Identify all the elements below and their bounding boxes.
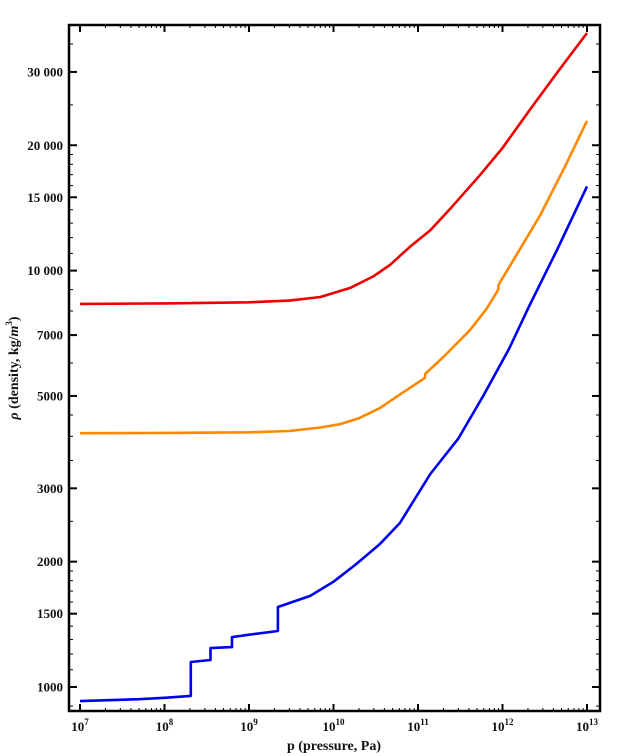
- y-tick-label: 20 000: [27, 138, 63, 153]
- y-tick-label: 2000: [37, 554, 63, 569]
- x-tick-label: 1012: [492, 717, 515, 734]
- y-tick-label: 5000: [37, 388, 63, 403]
- series-red-line: [79, 32, 589, 306]
- y-axis-label-text: (density, kg/: [7, 335, 22, 412]
- y-axis-label-unit: m: [7, 325, 22, 336]
- x-tick-label: 1011: [407, 717, 429, 734]
- y-axis-label-exp: 3: [4, 321, 14, 326]
- x-tick-label: 109: [240, 717, 258, 734]
- y-axis-label-rho: ρ: [7, 412, 22, 420]
- y-tick-label: 1500: [37, 606, 63, 621]
- series-layer: [79, 32, 589, 703]
- plot-frame: [67, 23, 602, 713]
- y-tick-label: 30 000: [27, 64, 63, 79]
- x-axis-label: p (pressure, Pa): [287, 739, 381, 754]
- y-axis-ticks: 1000 1500 2000 3000 5000 7000 10 000 15 000 20 0…: [27, 43, 600, 707]
- series-blue-line: [79, 185, 589, 703]
- y-axis-label: ρ (density, kg/m3): [4, 316, 22, 420]
- series-orange-line: [79, 120, 589, 435]
- y-tick-label: 10 000: [27, 263, 63, 278]
- x-axis-ticks: 107 108 109 1010 1011 1012 1013: [71, 25, 599, 734]
- y-tick-label: 1000: [37, 680, 63, 695]
- x-tick-label: 108: [156, 717, 174, 734]
- x-tick-label: 1010: [323, 717, 346, 734]
- y-tick-label: 3000: [37, 481, 63, 496]
- x-tick-label: 107: [71, 717, 89, 734]
- y-tick-label: 15 000: [27, 190, 63, 205]
- y-tick-label: 7000: [37, 328, 63, 343]
- x-tick-label: 1013: [576, 717, 599, 734]
- y-axis-label-close: ): [7, 316, 22, 321]
